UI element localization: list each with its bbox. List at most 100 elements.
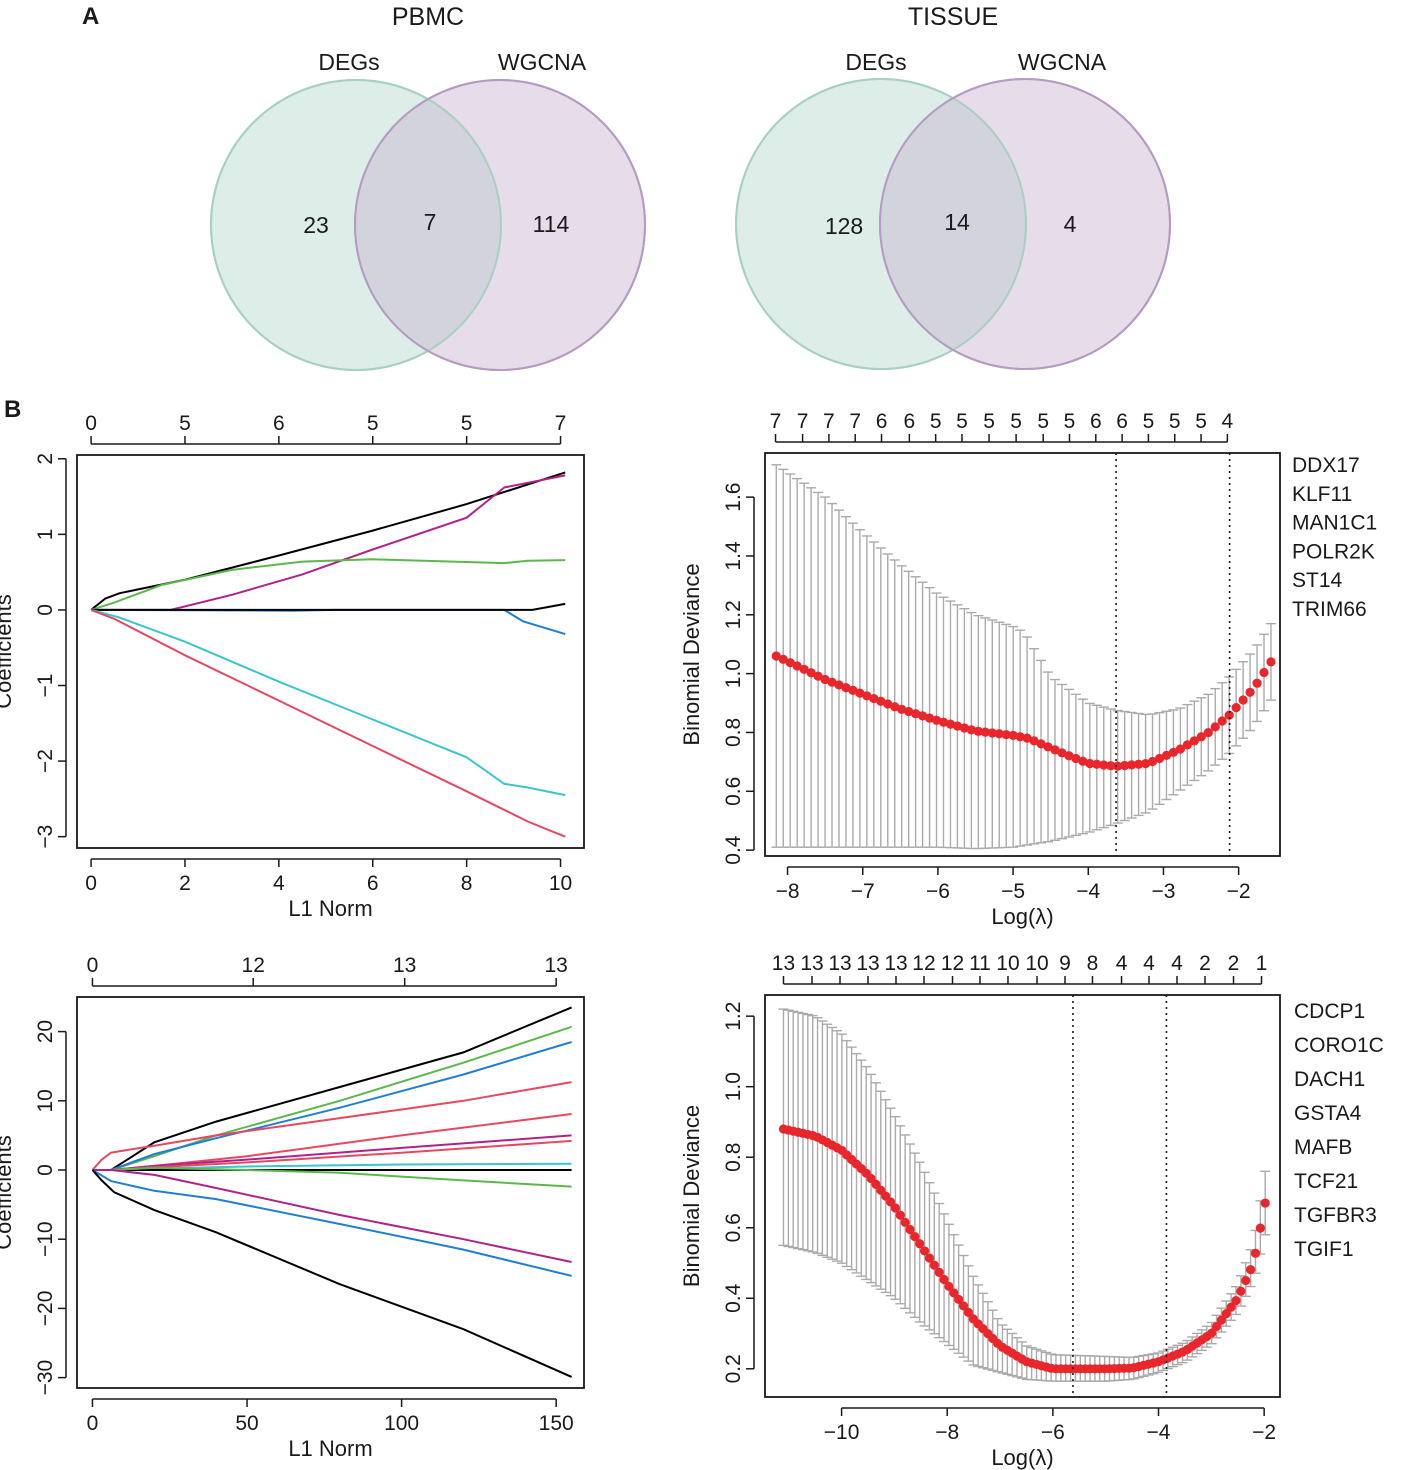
y-tick-label: 0	[34, 1164, 57, 1176]
cv-mean-point	[1154, 753, 1165, 764]
coefficient-path-line	[91, 608, 566, 636]
gene-label: MAFB	[1294, 1136, 1352, 1159]
top-tick-label: 7	[797, 410, 809, 433]
x-axis-label: L1 Norm	[288, 1436, 372, 1461]
x-axis-label: Log(λ)	[991, 904, 1053, 929]
venn-count-wgcna-only: 4	[1064, 211, 1077, 237]
cv-mean-point	[792, 661, 802, 671]
x-tick-label: −2	[1252, 1421, 1276, 1444]
cv-mean-point	[1168, 747, 1179, 757]
x-axis-label: Log(λ)	[991, 1445, 1053, 1470]
cv-mean-point	[919, 1246, 930, 1256]
cv-mean-point	[1241, 1275, 1251, 1286]
y-axis-label: Coefficients	[0, 1135, 16, 1250]
venn-set-label-wgcna: WGCNA	[498, 49, 587, 75]
y-tick-label: 1.0	[722, 1072, 745, 1101]
cv-mean-point	[1216, 1315, 1227, 1325]
cv-mean-point	[1246, 1265, 1256, 1275]
cv-mean-point	[1085, 758, 1095, 769]
cv-mean-point	[1207, 1328, 1217, 1338]
coefficient-path-line	[91, 474, 566, 611]
cv-mean-point	[1071, 753, 1081, 764]
cv-mean-point	[938, 717, 949, 727]
top-tick-label: 7	[823, 410, 835, 433]
top-tick-label: 5	[1037, 410, 1049, 433]
cv-mean-point	[966, 725, 976, 735]
cv-mean-point	[1147, 756, 1158, 767]
cv-mean-point	[841, 683, 851, 693]
cv-mean-point	[834, 680, 844, 690]
cv-mean-point	[911, 709, 921, 719]
x-tick-label: −7	[851, 880, 875, 903]
x-tick-label: 4	[273, 872, 285, 895]
cv-mean-point	[1259, 667, 1269, 678]
cv-mean-point	[813, 671, 823, 681]
venn-outline-degs	[210, 79, 502, 371]
top-tick-label: 2	[1199, 952, 1211, 975]
top-tick-label: 13	[772, 952, 795, 975]
top-tick-label: 9	[1059, 952, 1071, 975]
x-tick-label: −8	[935, 1421, 959, 1444]
cv-mean-point	[1133, 759, 1144, 769]
cv-mean-point	[855, 688, 865, 698]
gene-label: TGFBR3	[1294, 1204, 1377, 1227]
cv-mean-point	[1140, 759, 1151, 769]
cv-mean-point	[1189, 736, 1199, 746]
plot-frame	[764, 452, 1281, 857]
plot-frame	[764, 994, 1281, 1398]
y-tick-label: 0.4	[722, 1283, 745, 1313]
gene-label: TRIM66	[1292, 598, 1367, 621]
venn-outline-degs	[735, 78, 1027, 370]
top-tick-label: 6	[1116, 410, 1128, 433]
cv-mean-point	[934, 1267, 944, 1277]
x-tick-label: 100	[384, 1412, 419, 1435]
lasso-path-plot-bottom: 0 50 100 150 L1 Norm −30 −20 −10 0 10 20 Coefficien…	[0, 954, 585, 1461]
top-tick-label: 13	[393, 954, 416, 977]
cv-mean-point	[897, 704, 907, 714]
x-tick-label: −4	[1076, 880, 1100, 903]
cv-mean-point	[1226, 1302, 1236, 1312]
plot-frame	[76, 454, 585, 849]
cv-mean-point	[1250, 1248, 1261, 1258]
y-tick-label: 20	[34, 1020, 57, 1043]
y-tick-label: 1	[34, 529, 57, 541]
y-tick-label: 0.8	[722, 1143, 745, 1172]
x-tick-label: 10	[549, 872, 572, 895]
cv-mean-point	[924, 1253, 935, 1263]
cv-mean-point	[963, 1307, 973, 1318]
y-tick-label: 1.2	[722, 600, 745, 629]
y-tick-label: −30	[34, 1360, 57, 1396]
x-tick-label: −8	[776, 880, 800, 903]
cv-mean-point	[1057, 748, 1067, 758]
cv-mean-point	[1245, 687, 1255, 697]
y-tick-label: 0.6	[722, 777, 745, 806]
cv-mean-point	[944, 1281, 954, 1292]
cv-mean-point	[1050, 745, 1060, 755]
cv-mean-point	[958, 1301, 969, 1311]
y-tick-label: −20	[34, 1291, 57, 1327]
y-tick-label: 2	[34, 453, 57, 465]
y-tick-label: −3	[34, 825, 57, 849]
cv-mean-point	[910, 1232, 920, 1242]
gene-label: TGIF1	[1294, 1238, 1354, 1261]
gene-label: ST14	[1292, 569, 1343, 592]
top-tick-label: 4	[1222, 410, 1234, 433]
y-tick-label: 0.8	[722, 718, 745, 747]
gene-label: MAN1C1	[1292, 512, 1377, 535]
cv-mean-point	[945, 719, 956, 729]
coefficient-path-line	[90, 558, 566, 611]
top-tick-label: 12	[941, 952, 964, 975]
cv-mean-point	[848, 685, 858, 695]
coefficient-path-line	[91, 1169, 572, 1277]
coefficient-path-line	[90, 608, 566, 838]
x-tick-label: −6	[1041, 1421, 1065, 1444]
x-tick-label: 50	[235, 1412, 258, 1435]
cv-mean-point	[1127, 760, 1137, 770]
cv-mean-point	[876, 696, 886, 706]
y-tick-label: 1.4	[722, 541, 745, 571]
cv-mean-point	[785, 658, 795, 668]
y-tick-label: 0.2	[722, 1354, 745, 1383]
top-tick-label: 12	[242, 954, 265, 977]
top-tick-label: 5	[179, 412, 191, 435]
